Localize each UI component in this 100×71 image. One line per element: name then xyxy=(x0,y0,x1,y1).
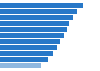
Bar xyxy=(0,57,48,62)
Bar xyxy=(0,3,83,8)
Bar xyxy=(0,33,64,38)
Bar xyxy=(0,15,73,20)
Bar xyxy=(0,21,69,26)
Bar xyxy=(0,9,77,14)
Bar xyxy=(0,45,57,50)
Bar xyxy=(0,63,41,68)
Bar xyxy=(0,39,60,44)
Bar xyxy=(0,51,53,56)
Bar xyxy=(0,27,67,32)
